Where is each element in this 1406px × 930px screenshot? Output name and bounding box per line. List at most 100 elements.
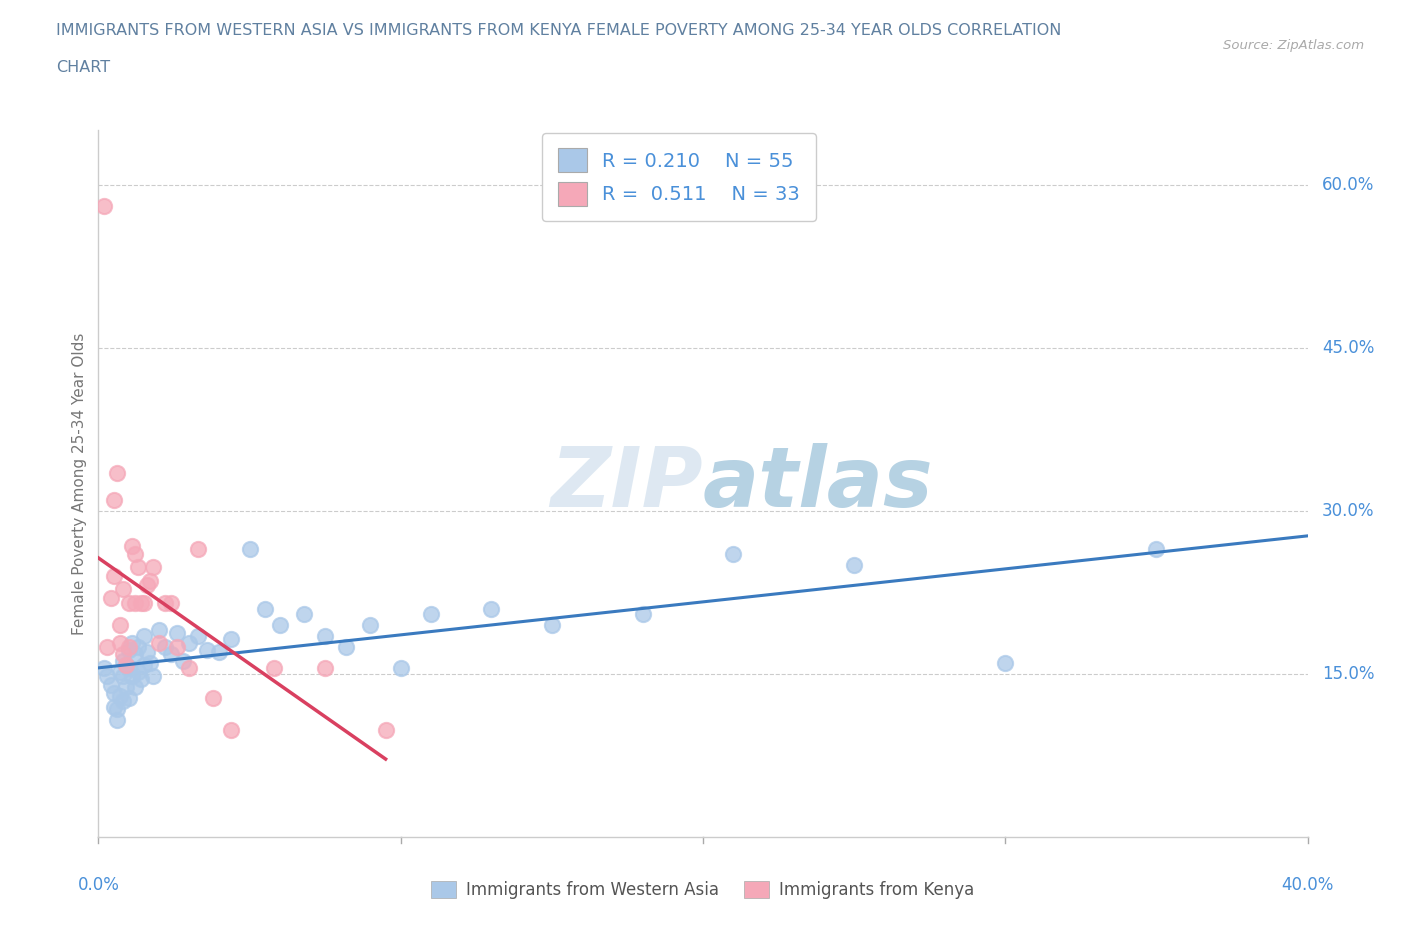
Y-axis label: Female Poverty Among 25-34 Year Olds: Female Poverty Among 25-34 Year Olds xyxy=(72,332,87,635)
Point xyxy=(114,658,136,672)
Point xyxy=(221,723,243,737)
Point xyxy=(153,639,176,654)
Point xyxy=(292,606,315,621)
Point xyxy=(103,568,125,583)
Point xyxy=(335,639,357,654)
Point xyxy=(142,669,165,684)
Point xyxy=(187,629,209,644)
Point xyxy=(103,699,125,714)
Point xyxy=(239,541,262,556)
Point xyxy=(481,601,503,616)
Text: atlas: atlas xyxy=(703,443,934,525)
Point xyxy=(177,661,201,676)
Point xyxy=(118,690,141,705)
Point xyxy=(419,606,441,621)
Point xyxy=(314,629,336,644)
Point xyxy=(153,596,176,611)
Point xyxy=(172,654,194,669)
Legend: Immigrants from Western Asia, Immigrants from Kenya: Immigrants from Western Asia, Immigrants… xyxy=(423,873,983,908)
Point xyxy=(121,538,143,553)
Point xyxy=(96,639,118,654)
Point xyxy=(111,581,134,596)
Text: CHART: CHART xyxy=(56,60,110,75)
Point xyxy=(263,661,285,676)
Point xyxy=(118,661,141,676)
Point xyxy=(129,596,152,611)
Point xyxy=(177,636,201,651)
Point xyxy=(360,618,382,632)
Point xyxy=(160,647,183,662)
Point xyxy=(1144,541,1167,556)
Point xyxy=(389,661,412,676)
Point xyxy=(208,644,231,659)
Point xyxy=(124,680,146,695)
Point xyxy=(160,596,183,611)
Point xyxy=(127,664,149,679)
Point xyxy=(121,669,143,684)
Point xyxy=(844,558,866,573)
Point xyxy=(139,656,162,671)
Point xyxy=(221,631,243,646)
Text: 60.0%: 60.0% xyxy=(1322,176,1375,193)
Point xyxy=(124,547,146,562)
Point xyxy=(139,574,162,589)
Point xyxy=(96,669,118,684)
Point xyxy=(187,541,209,556)
Point xyxy=(121,636,143,651)
Point xyxy=(105,701,128,716)
Text: IMMIGRANTS FROM WESTERN ASIA VS IMMIGRANTS FROM KENYA FEMALE POVERTY AMONG 25-34: IMMIGRANTS FROM WESTERN ASIA VS IMMIGRAN… xyxy=(56,23,1062,38)
Point xyxy=(631,606,654,621)
Point xyxy=(132,629,155,644)
Text: 0.0%: 0.0% xyxy=(77,876,120,894)
Point xyxy=(118,643,141,658)
Text: 30.0%: 30.0% xyxy=(1322,502,1375,520)
Point xyxy=(132,658,155,672)
Point xyxy=(111,647,134,662)
Point xyxy=(540,618,562,632)
Text: 45.0%: 45.0% xyxy=(1322,339,1375,357)
Point xyxy=(103,686,125,701)
Point xyxy=(108,636,131,651)
Point xyxy=(253,601,276,616)
Point xyxy=(135,644,157,659)
Point xyxy=(195,643,218,658)
Text: 15.0%: 15.0% xyxy=(1322,665,1375,683)
Point xyxy=(314,661,336,676)
Point xyxy=(108,664,131,679)
Point xyxy=(103,493,125,508)
Point xyxy=(127,560,149,575)
Point xyxy=(114,658,136,672)
Point xyxy=(118,596,141,611)
Point xyxy=(166,625,188,640)
Point xyxy=(118,639,141,654)
Point xyxy=(111,669,134,684)
Point xyxy=(114,680,136,695)
Point xyxy=(269,618,291,632)
Legend: R = 0.210    N = 55, R =  0.511    N = 33: R = 0.210 N = 55, R = 0.511 N = 33 xyxy=(543,133,815,221)
Point xyxy=(132,596,155,611)
Point xyxy=(100,677,122,692)
Point xyxy=(129,671,152,686)
Point xyxy=(108,688,131,703)
Point xyxy=(135,578,157,592)
Text: 40.0%: 40.0% xyxy=(1281,876,1334,894)
Point xyxy=(108,618,131,632)
Point xyxy=(202,690,225,705)
Text: Source: ZipAtlas.com: Source: ZipAtlas.com xyxy=(1223,39,1364,52)
Text: ZIP: ZIP xyxy=(550,443,703,525)
Point xyxy=(148,623,170,638)
Point xyxy=(111,654,134,669)
Point xyxy=(93,199,115,214)
Point xyxy=(93,661,115,676)
Point xyxy=(374,723,396,737)
Point xyxy=(105,712,128,727)
Point xyxy=(111,694,134,709)
Point xyxy=(124,647,146,662)
Point xyxy=(100,591,122,605)
Point xyxy=(166,639,188,654)
Point xyxy=(127,639,149,654)
Point xyxy=(721,547,744,562)
Point xyxy=(994,656,1017,671)
Point xyxy=(148,636,170,651)
Point xyxy=(124,596,146,611)
